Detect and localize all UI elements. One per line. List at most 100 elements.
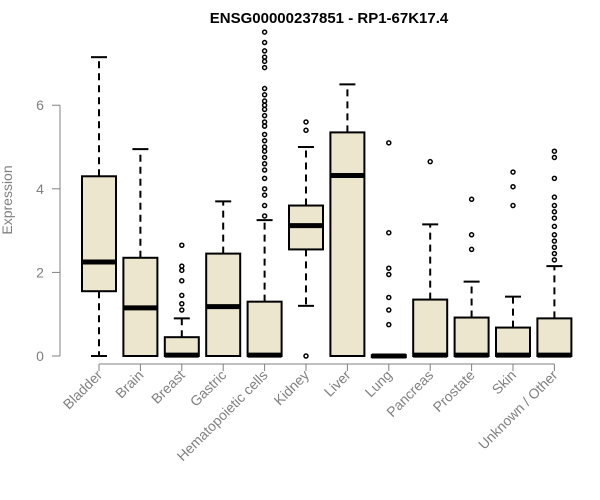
outlier-point (551, 148, 558, 154)
outlier-point (551, 223, 558, 230)
box-kidney (288, 119, 324, 359)
x-tick-label: Kidney (271, 367, 313, 409)
outlier-point (261, 186, 268, 192)
y-axis: 0 2 4 6 (36, 97, 61, 364)
outlier-point (261, 98, 268, 104)
y-tick-label-0: 0 (36, 348, 44, 364)
outlier-point (261, 175, 268, 182)
box-hematopoietic-cells (246, 29, 283, 358)
box-iqr (246, 300, 283, 357)
outlier-point (510, 202, 516, 209)
outlier-point (261, 54, 268, 60)
box-iqr (412, 298, 449, 358)
outlier-point (261, 148, 268, 154)
outlier-point (551, 202, 558, 209)
box-prostate (453, 196, 490, 358)
outlier-point (468, 232, 475, 238)
y-tick-label-2: 2 (36, 264, 44, 280)
outlier-point (303, 353, 309, 359)
outlier-point (261, 112, 268, 119)
box-iqr (81, 175, 117, 293)
box-liver (329, 83, 366, 357)
outlier-point (261, 102, 268, 108)
outlier-point (551, 250, 558, 257)
x-tick-label: Breast (148, 367, 188, 407)
box-unknown-other (536, 148, 573, 358)
outlier-point (179, 307, 185, 313)
outlier-point (261, 85, 268, 92)
outlier-point (386, 265, 392, 271)
box-brain (122, 148, 159, 357)
outlier-point (261, 48, 268, 54)
outlier-point (386, 321, 392, 328)
outlier-point (551, 244, 558, 251)
box-lung (370, 140, 407, 359)
outlier-point (551, 215, 558, 221)
box-iqr (453, 316, 490, 357)
box-bladder (81, 56, 117, 357)
outlier-point (261, 39, 268, 46)
outlier-point (261, 154, 268, 161)
outlier-point (551, 238, 558, 244)
outlier-point (179, 278, 185, 284)
x-tick-label: Prostate (430, 367, 478, 415)
y-tick-label-6: 6 (36, 97, 44, 113)
x-tick-label: Bladder (60, 367, 106, 413)
outlier-point (261, 64, 268, 71)
outlier-point (261, 58, 268, 65)
outlier-point (261, 106, 268, 113)
box-skin (495, 169, 531, 358)
box-iqr (536, 317, 573, 357)
y-tick-label-4: 4 (36, 181, 44, 197)
outlier-point (261, 213, 268, 219)
outlier-point (551, 257, 558, 263)
outlier-point (468, 196, 475, 203)
outlier-point (551, 194, 558, 200)
outlier-point (303, 127, 309, 134)
outlier-point (468, 246, 475, 253)
outlier-point (303, 119, 309, 125)
boxes-layer (81, 29, 573, 359)
outlier-point (179, 292, 185, 299)
outlier-point (551, 232, 558, 238)
outlier-point (510, 183, 516, 190)
box-iqr (329, 131, 366, 357)
outlier-point (386, 271, 392, 278)
outlier-point (386, 229, 392, 236)
chart-title: ENSG00000237851 - RP1-67K17.4 (210, 10, 449, 27)
x-tick-label: Unknown / Other (475, 367, 561, 453)
outlier-point (179, 267, 185, 274)
outlier-point (261, 119, 268, 125)
box-breast (163, 242, 200, 358)
x-tick-label: Liver (321, 367, 354, 400)
box-iqr (495, 326, 531, 358)
outlier-point (261, 160, 268, 167)
outlier-point (179, 263, 185, 269)
outlier-point (261, 138, 268, 144)
outlier-point (551, 154, 558, 161)
y-axis-label: Expression (0, 165, 15, 234)
box-pancreas (412, 158, 449, 358)
outlier-point (179, 301, 185, 307)
outlier-point (510, 169, 516, 175)
outlier-point (427, 158, 433, 165)
outlier-point (386, 294, 392, 301)
outlier-point (551, 175, 558, 182)
outlier-point (261, 192, 268, 198)
outlier-point (261, 202, 268, 209)
outlier-point (261, 131, 268, 138)
x-tick-label: Skin (489, 367, 520, 398)
outlier-point (261, 29, 268, 35)
x-tick-label: Lung (362, 367, 395, 400)
outlier-point (261, 144, 268, 150)
outlier-point (179, 242, 185, 248)
outlier-point (261, 92, 268, 98)
outlier-point (551, 209, 558, 215)
outlier-point (261, 123, 268, 129)
x-tick-label: Brain (112, 367, 146, 401)
outlier-point (261, 167, 268, 173)
outlier-point (386, 140, 392, 146)
outlier-point (386, 307, 392, 313)
